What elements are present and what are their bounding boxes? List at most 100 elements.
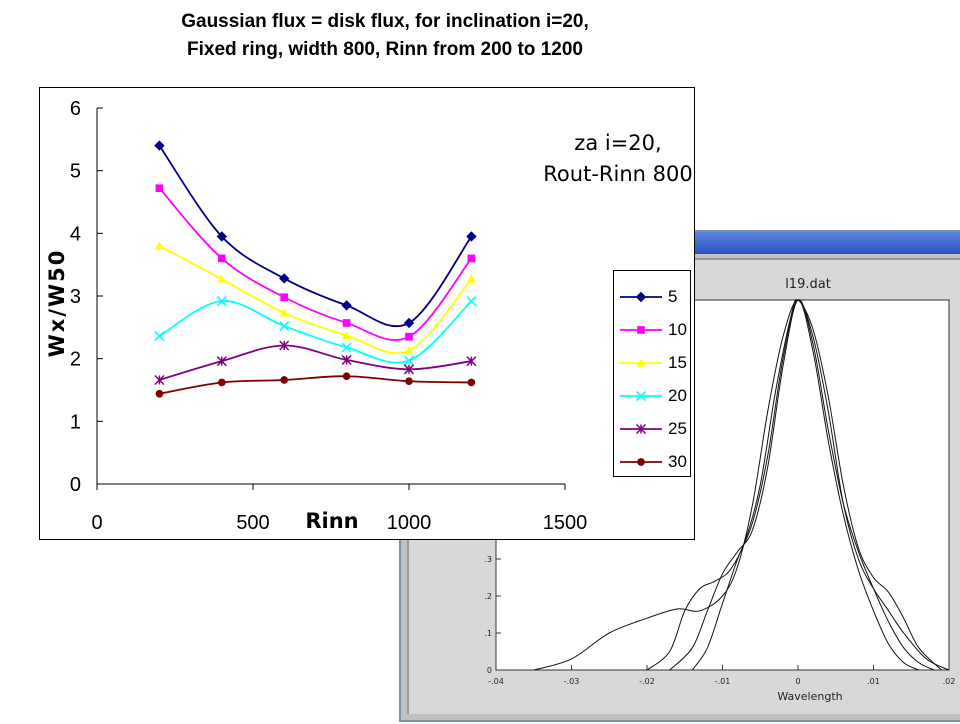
- spectrum-curve: [669, 299, 935, 671]
- data-point: [466, 295, 477, 307]
- series-10: [155, 184, 476, 341]
- spectrum-x-tick-label: -.04: [488, 677, 504, 686]
- spectrum-x-tick-label: -.01: [715, 677, 731, 686]
- legend-label: 25: [668, 419, 687, 438]
- data-point: [342, 372, 351, 381]
- data-point: [154, 374, 165, 386]
- data-point: [279, 308, 289, 317]
- legend-swatch-marker: [635, 423, 647, 435]
- series-30: [155, 372, 476, 398]
- data-point: [278, 273, 290, 284]
- y-tick-label: 1: [70, 411, 81, 433]
- data-point: [216, 231, 228, 242]
- data-point: [154, 241, 164, 250]
- spectrum-title: l19.dat: [785, 277, 831, 292]
- x-tick-label: 500: [236, 512, 269, 534]
- data-point: [342, 319, 351, 327]
- legend-label: 5: [668, 287, 678, 306]
- data-point: [217, 378, 226, 387]
- legend-swatch: [620, 358, 662, 367]
- spectrum-x-tick-label: 0: [795, 677, 800, 686]
- data-point: [466, 231, 477, 242]
- y-axis-label: Wx/W50: [45, 249, 69, 358]
- data-point: [341, 342, 352, 353]
- spectrum-x-tick-label: .01: [867, 677, 880, 686]
- x-tick-label: 1000: [387, 512, 432, 534]
- data-point: [216, 295, 227, 307]
- annotation-line-2: Rout-Rinn 800: [543, 162, 693, 186]
- legend-item: 30: [614, 450, 692, 474]
- slide-title-line-1: Gaussian flux = disk flux, for inclinati…: [181, 11, 589, 32]
- slide-title: Gaussian flux = disk flux, for inclinati…: [0, 8, 770, 64]
- data-point: [155, 184, 164, 193]
- series-line: [158, 300, 473, 364]
- spectrum-curve: [646, 299, 942, 671]
- legend-swatch: [620, 458, 662, 466]
- chart-panel: 0 1 2 3 4 5 6 0 500 1000 1500 Rinn Wx/W50: [39, 87, 695, 540]
- data-point: [279, 340, 290, 351]
- data-point: [404, 346, 414, 355]
- spectrum-curve: [533, 299, 950, 671]
- x-axis-label: Rinn: [305, 509, 358, 533]
- data-point: [341, 354, 352, 365]
- data-point: [467, 254, 476, 263]
- spectrum-y-tick-label: 0: [487, 666, 492, 675]
- x-tick-label: 0: [91, 512, 102, 534]
- data-point: [405, 332, 413, 341]
- spectrum-x-tick-label: -.02: [639, 677, 655, 686]
- series-line: [159, 344, 472, 381]
- series-15: [154, 241, 476, 355]
- data-point: [216, 356, 227, 367]
- data-point: [403, 317, 415, 329]
- y-tick-label: 2: [70, 349, 81, 371]
- spectrum-x-tick-label: -.03: [564, 677, 580, 686]
- data-point: [342, 330, 352, 340]
- legend-swatch-marker: [637, 326, 645, 334]
- legend-item: 10: [614, 318, 692, 342]
- legend-item: 15: [614, 351, 692, 375]
- legend-label: 30: [668, 452, 687, 471]
- y-tick-label: 6: [70, 98, 81, 120]
- legend-swatch-marker: [636, 358, 646, 367]
- series-25: [154, 340, 477, 386]
- spectrum-curve: [691, 299, 920, 671]
- slide-title-line-2: Fixed ring, width 800, Rinn from 200 to …: [187, 39, 583, 60]
- y-tick-label: 3: [70, 286, 81, 308]
- data-point: [466, 356, 477, 367]
- legend-swatch-marker: [635, 390, 647, 402]
- spectrum-y-tick-label: .3: [484, 555, 492, 564]
- data-point: [217, 254, 226, 263]
- data-point: [279, 321, 290, 332]
- y-tick-label: 0: [70, 474, 81, 496]
- series-20: [154, 295, 477, 366]
- legend-item: 25: [614, 417, 692, 441]
- chart-legend: 5 10 15 20 25 30: [613, 270, 691, 477]
- spectrum-y-tick-label: .2: [484, 592, 492, 601]
- series-line: [158, 187, 473, 341]
- data-point: [403, 364, 415, 375]
- y-tick-label: 5: [70, 161, 81, 183]
- data-point: [405, 377, 413, 386]
- data-point: [341, 300, 352, 311]
- spectrum-y-tick-label: .1: [484, 629, 492, 638]
- legend-swatch-marker: [635, 291, 647, 303]
- spectrum-x-axis-label: Wavelength: [777, 690, 842, 703]
- legend-item: 20: [614, 384, 692, 408]
- series-line: [159, 375, 472, 395]
- data-point: [466, 274, 476, 283]
- data-point: [280, 293, 289, 302]
- chart-annotation: za i=20, Rout-Rinn 800: [525, 128, 711, 190]
- legend-swatch: [620, 423, 662, 435]
- legend-label: 15: [668, 353, 687, 372]
- data-point: [403, 355, 415, 366]
- series-line: [158, 245, 473, 355]
- spectrum-x-tick-label: .02: [943, 677, 956, 686]
- legend-label: 10: [668, 320, 687, 339]
- legend-swatch: [620, 390, 662, 402]
- data-point: [467, 378, 476, 387]
- legend-swatch: [620, 291, 662, 303]
- data-point: [154, 140, 165, 151]
- legend-label: 20: [668, 386, 687, 405]
- data-point: [280, 376, 289, 384]
- legend-swatch: [620, 326, 662, 334]
